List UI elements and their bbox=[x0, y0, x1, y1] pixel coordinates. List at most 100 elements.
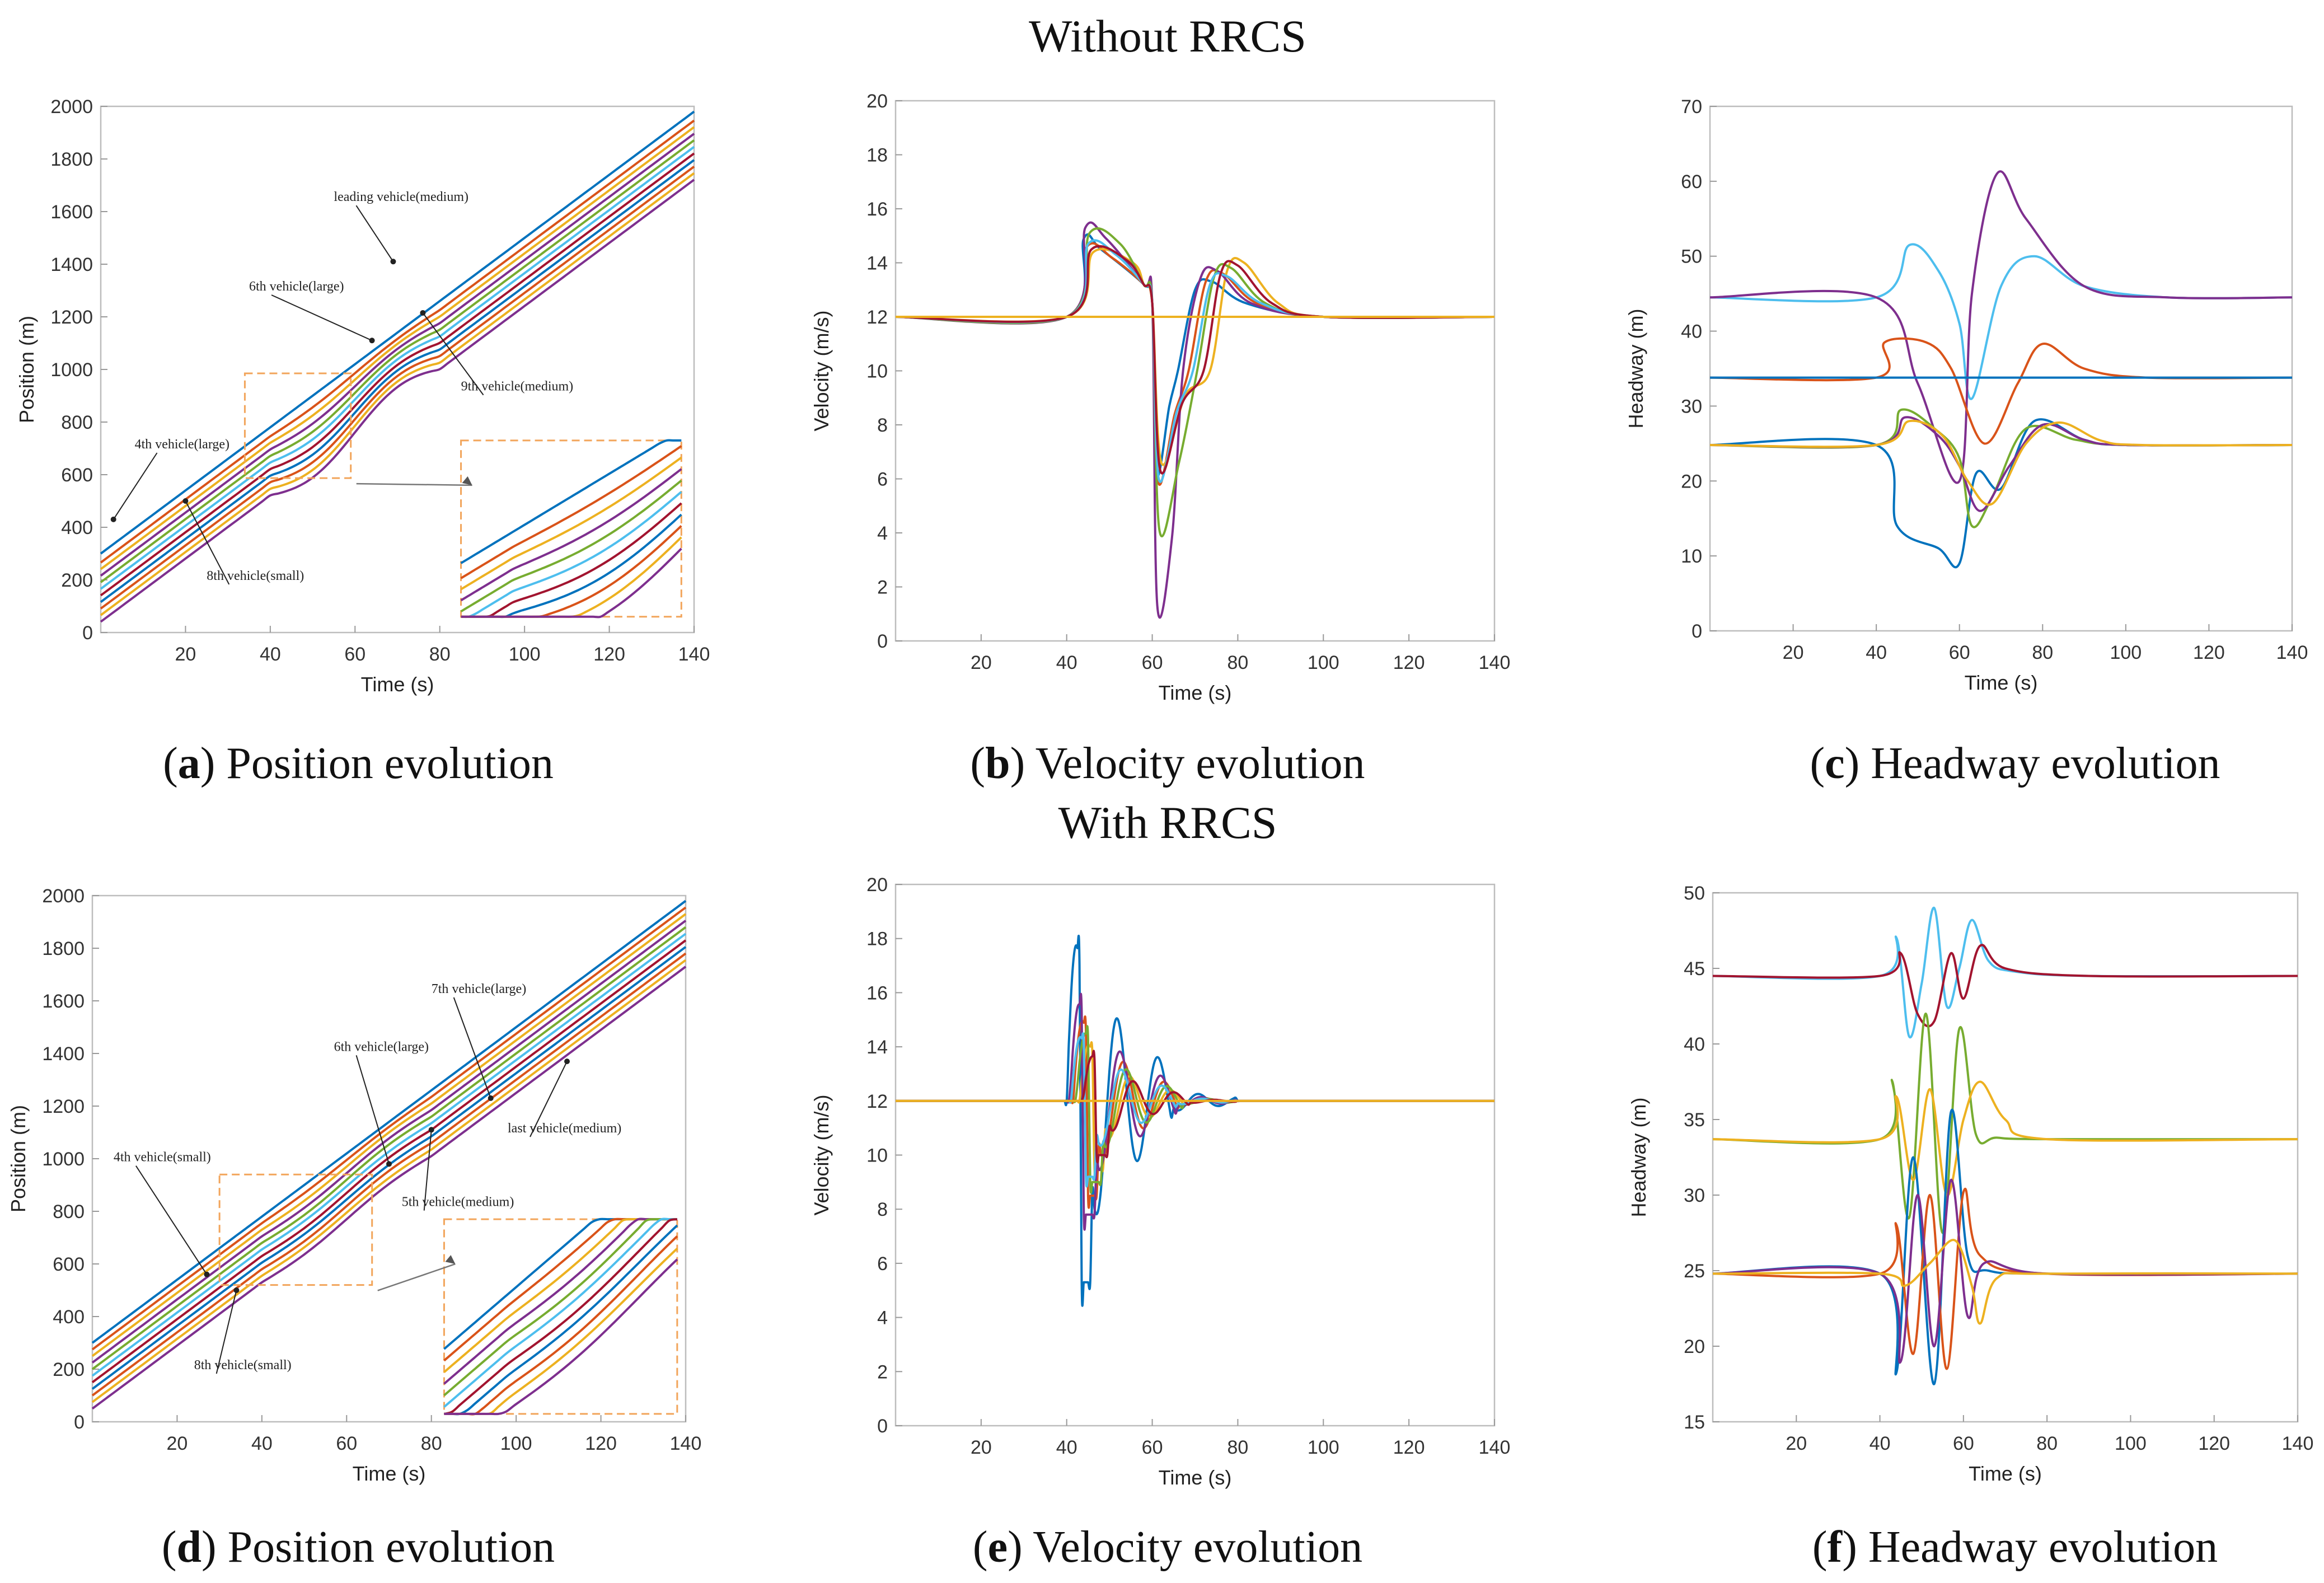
x-tick-label: 140 bbox=[670, 1433, 702, 1454]
caption-close: ) bbox=[1845, 739, 1871, 788]
velocity-line bbox=[895, 1015, 1494, 1209]
y-tick-label: 20 bbox=[866, 874, 888, 896]
section-title-without-rrcs: Without RRCS bbox=[1029, 11, 1306, 62]
caption-letter: c bbox=[1825, 739, 1845, 788]
y-tick-label: 20 bbox=[866, 91, 888, 112]
x-tick-label: 100 bbox=[509, 644, 541, 665]
y-tick-label: 14 bbox=[866, 1037, 888, 1058]
vehicle-line bbox=[100, 110, 695, 555]
x-tick-label: 120 bbox=[585, 1433, 617, 1454]
vehicle-annotation: 8th vehicle(small) bbox=[207, 569, 304, 583]
y-tick-label: 1800 bbox=[50, 149, 93, 170]
headway-line bbox=[1709, 419, 2293, 506]
caption-letter: f bbox=[1828, 1523, 1843, 1572]
y-axis-label: Velocity (m/s) bbox=[810, 310, 833, 431]
chart-panel-e: 20 40 60 80 100 120 140 0 2 4 6 8 10 12 14 16 18 20 Time (… bbox=[810, 874, 1510, 1572]
caption-open: ( bbox=[970, 739, 985, 788]
caption-open: ( bbox=[1812, 1523, 1828, 1572]
headway-line bbox=[1709, 243, 2293, 400]
velocity-line bbox=[895, 992, 1494, 1231]
inset-line bbox=[460, 439, 682, 564]
panel-caption: (a) Position evolution bbox=[163, 739, 554, 788]
caption-letter: e bbox=[988, 1523, 1008, 1572]
y-tick-label: 4 bbox=[877, 1308, 888, 1329]
panel-caption: (c) Headway evolution bbox=[1810, 739, 2220, 788]
inset-line bbox=[460, 445, 682, 579]
y-tick-label: 1200 bbox=[50, 307, 93, 328]
headway-line bbox=[1709, 170, 2293, 484]
y-tick-label: 2 bbox=[877, 577, 888, 598]
caption-open: ( bbox=[162, 1523, 177, 1572]
zoom-arrowhead bbox=[445, 1255, 456, 1264]
inset-line bbox=[461, 502, 682, 618]
vehicle-line bbox=[100, 119, 695, 564]
y-tick-label: 60 bbox=[1681, 171, 1702, 193]
y-axis-label: Position (m) bbox=[15, 316, 38, 423]
x-tick-label: 140 bbox=[2282, 1433, 2314, 1454]
velocity-line bbox=[895, 1050, 1494, 1164]
x-tick-label: 60 bbox=[1142, 652, 1163, 673]
y-tick-label: 1400 bbox=[50, 254, 93, 275]
y-tick-label: 8 bbox=[877, 1199, 888, 1220]
x-tick-label: 80 bbox=[429, 644, 451, 665]
headway-line bbox=[1709, 337, 2293, 445]
y-tick-label: 50 bbox=[1681, 246, 1702, 268]
x-tick-label: 140 bbox=[1479, 1437, 1511, 1458]
panel-caption: (e) Velocity evolution bbox=[973, 1523, 1362, 1572]
inset-line bbox=[444, 1258, 678, 1416]
annotation-pointer bbox=[113, 452, 158, 520]
x-tick-label: 120 bbox=[1393, 652, 1425, 673]
vehicle-annotation: 7th vehicle(large) bbox=[432, 982, 526, 996]
caption-text: Headway evolution bbox=[1868, 1523, 2218, 1572]
headway-line bbox=[1709, 416, 2293, 512]
x-tick-label: 80 bbox=[421, 1433, 442, 1454]
vehicle-annotation: leading vehicle(medium) bbox=[334, 190, 468, 204]
y-tick-label: 20 bbox=[1681, 471, 1702, 492]
velocity-line bbox=[895, 239, 1495, 483]
caption-close: ) bbox=[1008, 1523, 1033, 1572]
y-tick-label: 2000 bbox=[42, 886, 85, 907]
y-tick-label: 1600 bbox=[50, 202, 93, 223]
x-tick-label: 100 bbox=[500, 1433, 532, 1454]
y-tick-label: 400 bbox=[53, 1306, 85, 1328]
vehicle-annotation: 9th vehicle(medium) bbox=[461, 380, 574, 394]
annotation-arrowhead bbox=[390, 259, 396, 265]
y-tick-label: 2000 bbox=[50, 96, 93, 118]
annotation-arrowhead bbox=[110, 516, 116, 522]
inset-line bbox=[443, 1217, 677, 1397]
caption-letter: d bbox=[177, 1523, 202, 1572]
annotation-pointer bbox=[530, 1061, 568, 1137]
x-tick-label: 120 bbox=[1393, 1437, 1425, 1458]
inset-line bbox=[443, 1217, 677, 1408]
zoom-arrowhead bbox=[462, 476, 472, 485]
zoom-box bbox=[218, 1173, 373, 1286]
vehicle-line bbox=[100, 172, 695, 616]
vehicle-line bbox=[91, 939, 687, 1384]
zoom-arrow bbox=[356, 483, 472, 486]
velocity-line bbox=[895, 221, 1495, 619]
y-tick-label: 200 bbox=[61, 570, 93, 591]
y-tick-label: 800 bbox=[61, 412, 93, 433]
vehicle-line bbox=[100, 179, 695, 623]
y-tick-label: 30 bbox=[1684, 1185, 1705, 1206]
plot-frame bbox=[1712, 892, 2299, 1423]
y-tick-label: 1400 bbox=[42, 1043, 85, 1065]
vehicle-line bbox=[91, 933, 687, 1377]
velocity-line bbox=[895, 233, 1495, 477]
caption-text: Velocity evolution bbox=[1033, 1523, 1362, 1572]
x-tick-label: 40 bbox=[251, 1433, 273, 1454]
x-tick-label: 100 bbox=[1308, 652, 1339, 673]
annotation-arrowhead bbox=[204, 1271, 210, 1277]
plot-frame bbox=[1709, 105, 2293, 632]
plot-frame bbox=[894, 100, 1496, 642]
y-tick-label: 1200 bbox=[42, 1096, 85, 1117]
y-axis-label: Velocity (m/s) bbox=[810, 1094, 833, 1215]
annotation-arrowhead bbox=[428, 1127, 434, 1133]
y-tick-label: 16 bbox=[866, 199, 888, 220]
y-tick-label: 400 bbox=[61, 517, 93, 538]
x-tick-label: 120 bbox=[2193, 642, 2225, 663]
x-tick-label: 60 bbox=[336, 1433, 357, 1454]
x-tick-label: 20 bbox=[1786, 1433, 1807, 1454]
inset-line bbox=[460, 479, 682, 613]
inset-line bbox=[444, 1224, 678, 1416]
